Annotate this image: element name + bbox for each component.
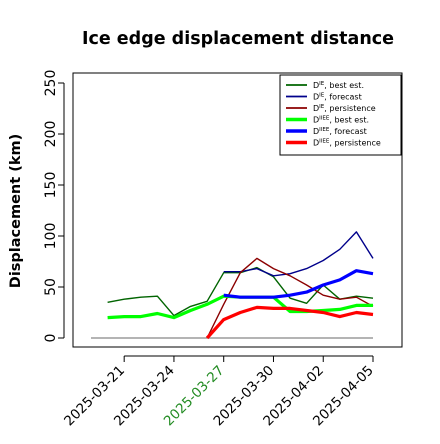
y-tick-label: 250 [43, 70, 59, 97]
y-tick-label: 100 [43, 223, 59, 250]
series-line-2 [223, 231, 374, 277]
plot-area: 0501001502002502025-03-212025-03-242025-… [43, 70, 403, 429]
legend-entry-label: DIIEE, forecast [313, 127, 367, 136]
legend-entry-label: DIIEE, persistence [313, 139, 381, 148]
series-line-3 [206, 257, 374, 339]
legend: DIE, best est. DIE, forecast DIE, persiste… [279, 74, 402, 156]
y-axis-label: Displacement (km) [8, 134, 24, 288]
legend-entry-label: DIE, persistence [313, 104, 376, 113]
legend-entry-label: DIE, forecast [313, 93, 362, 102]
legend-entry-label: DIIEE, best est. [313, 116, 369, 125]
series-line-6 [205, 305, 374, 340]
y-tick-label: 50 [43, 278, 59, 296]
y-tick-label: 200 [43, 121, 59, 148]
y-tick-label: 150 [43, 172, 59, 199]
plot-frame [72, 72, 403, 348]
chart-title: Ice edge displacement distance [82, 29, 394, 49]
y-tick-label: 0 [43, 334, 59, 343]
legend-entry-label: DIE, best est. [313, 81, 364, 90]
series-line-5 [223, 269, 374, 299]
